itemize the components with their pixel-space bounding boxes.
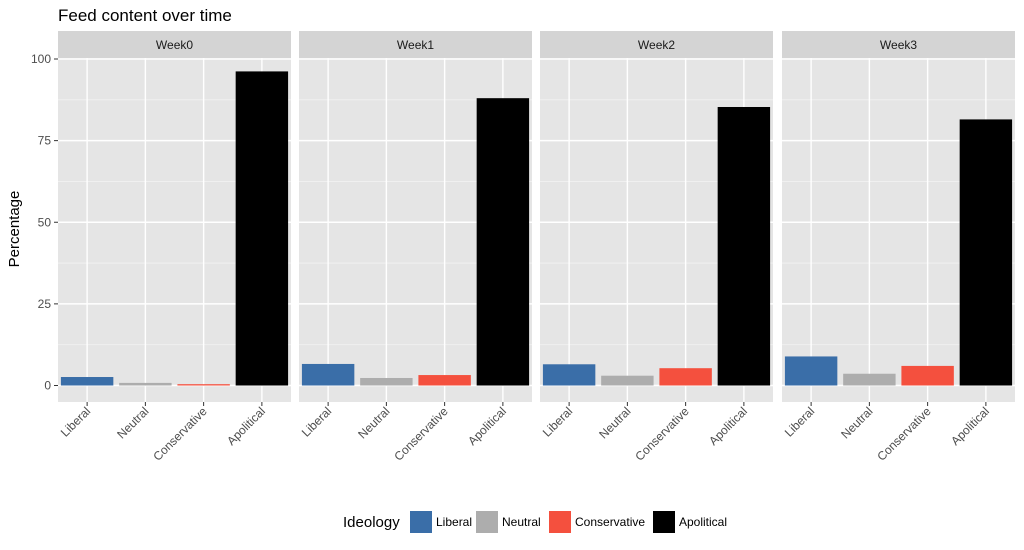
- chart-title: Feed content over time: [58, 6, 232, 25]
- x-tick-label: Neutral: [355, 404, 392, 441]
- legend-item-neutral: Neutral: [476, 511, 541, 533]
- x-tick-label: Conservative: [874, 404, 934, 464]
- facet-strip: [299, 31, 532, 58]
- x-tick-label: Apolitical: [706, 404, 750, 448]
- bar-neutral: [360, 377, 413, 386]
- bar-apolitical: [476, 98, 530, 386]
- legend-label: Apolitical: [679, 515, 727, 529]
- legend-item-liberal: Liberal: [410, 511, 472, 533]
- bar-apolitical: [717, 106, 771, 386]
- facet-strip: [58, 31, 291, 58]
- legend-title: Ideology: [343, 514, 400, 531]
- legend-item-apolitical: Apolitical: [653, 511, 727, 533]
- bar-neutral: [601, 375, 654, 386]
- x-tick-label: Apolitical: [948, 404, 992, 448]
- x-tick-label: Liberal: [58, 404, 93, 439]
- facet-strip-label: Week2: [638, 38, 675, 52]
- x-tick-label: Liberal: [299, 404, 334, 439]
- legend-swatch: [476, 511, 498, 533]
- y-tick-label: 0: [44, 379, 51, 393]
- bar-neutral: [119, 382, 172, 386]
- legend-label: Liberal: [436, 515, 472, 529]
- legend: Ideology Liberal Neutral Conservative Apoli…: [343, 511, 727, 533]
- facet-strip: [782, 31, 1015, 58]
- x-tick-label: Apolitical: [465, 404, 509, 448]
- x-tick-label: Conservative: [632, 404, 692, 464]
- bar-neutral: [843, 373, 896, 386]
- legend-swatch: [410, 511, 432, 533]
- x-tick-label: Conservative: [391, 404, 451, 464]
- x-tick-label: Liberal: [540, 404, 575, 439]
- bar-apolitical: [235, 71, 289, 386]
- y-tick-label: 25: [38, 297, 52, 311]
- legend-item-conservative: Conservative: [549, 511, 645, 533]
- bar-conservative: [418, 375, 471, 386]
- x-tick-label: Apolitical: [224, 404, 268, 448]
- facet-strip: [540, 31, 773, 58]
- bar-liberal: [784, 356, 838, 386]
- x-tick-label: Conservative: [150, 404, 210, 464]
- bar-conservative: [901, 365, 954, 386]
- bar-liberal: [60, 377, 114, 386]
- x-tick-label: Liberal: [782, 404, 817, 439]
- facet-strip-label: Week0: [156, 38, 193, 52]
- legend-label: Neutral: [502, 515, 541, 529]
- bar-liberal: [301, 363, 355, 386]
- bar-conservative: [177, 384, 230, 386]
- legend-swatch: [653, 511, 675, 533]
- y-axis-title: Percentage: [6, 191, 23, 268]
- x-tick-label: Neutral: [838, 404, 875, 441]
- x-tick-label: Neutral: [596, 404, 633, 441]
- bar-conservative: [659, 368, 712, 386]
- bar-liberal: [542, 364, 596, 386]
- y-tick-label: 100: [31, 52, 51, 66]
- facet-strip-label: Week1: [397, 38, 434, 52]
- bar-apolitical: [959, 119, 1013, 386]
- y-tick-label: 75: [38, 134, 52, 148]
- y-tick-label: 50: [38, 215, 52, 229]
- x-tick-label: Neutral: [114, 404, 151, 441]
- legend-label: Conservative: [575, 515, 645, 529]
- facet-strip-label: Week3: [880, 38, 917, 52]
- legend-swatch: [549, 511, 571, 533]
